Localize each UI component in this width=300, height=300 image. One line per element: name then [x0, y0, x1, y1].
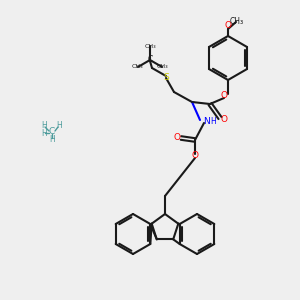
Text: O: O [224, 22, 232, 31]
Text: CH₃: CH₃ [156, 64, 168, 70]
Text: O: O [191, 152, 199, 160]
Text: CH₃: CH₃ [132, 64, 144, 70]
Text: O: O [173, 134, 181, 142]
Text: H: H [41, 122, 47, 130]
Text: H: H [41, 128, 47, 137]
Text: C: C [49, 128, 55, 136]
Text: H: H [210, 116, 216, 125]
Text: N: N [202, 118, 209, 127]
Text: O: O [220, 115, 227, 124]
Text: C: C [147, 56, 153, 64]
Text: H: H [56, 122, 62, 130]
Text: *: * [192, 100, 194, 106]
Text: CH₃: CH₃ [230, 17, 244, 26]
Text: O: O [220, 92, 227, 100]
Text: H: H [49, 134, 55, 143]
Text: CH₃: CH₃ [144, 44, 156, 49]
Text: S: S [163, 73, 169, 82]
